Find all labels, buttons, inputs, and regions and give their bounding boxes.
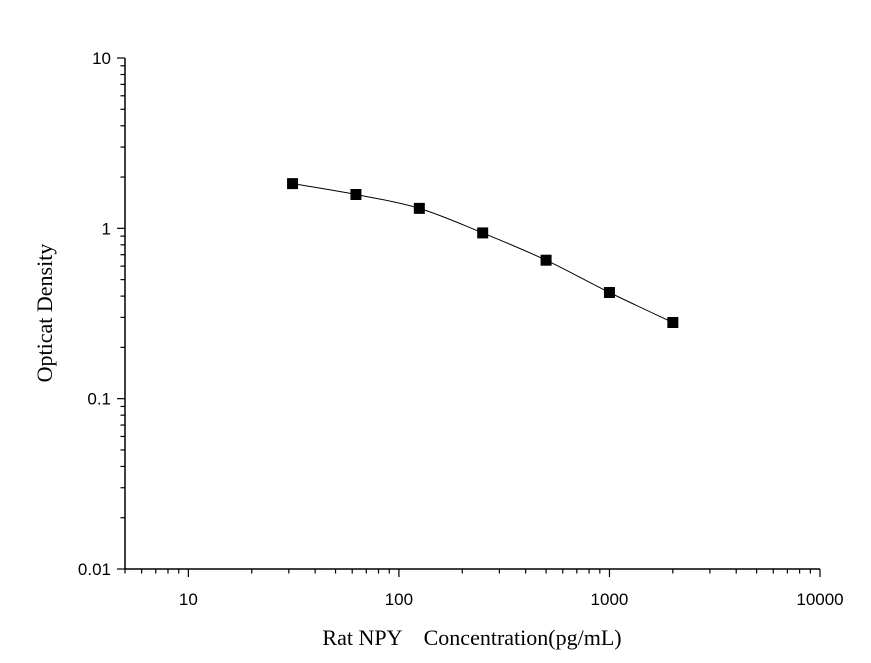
data-point [287,178,299,190]
y-tick-label: 0.1 [87,390,111,409]
data-point [667,317,679,329]
x-tick-label: 10000 [796,590,843,609]
data-point [540,254,552,266]
y-axis-title: Opticat Density [32,244,57,383]
series-line [292,183,674,323]
data-point [603,287,615,299]
data-point [350,188,362,200]
x-tick-label: 100 [385,590,413,609]
tick-labels: 10 100 1000 10000 0.01 0.1 1 10 [78,49,844,609]
y-tick-label: 0.01 [78,560,111,579]
y-tick-label: 10 [92,49,111,68]
x-axis-title: Rat NPY Concentration(pg/mL) [322,625,621,650]
x-tick-label: 1000 [591,590,629,609]
data-point [477,227,489,239]
data-point [413,202,425,214]
axis-ticks [117,57,821,577]
data-points [287,178,679,329]
x-tick-label: 10 [179,590,198,609]
y-tick-label: 1 [102,219,111,238]
